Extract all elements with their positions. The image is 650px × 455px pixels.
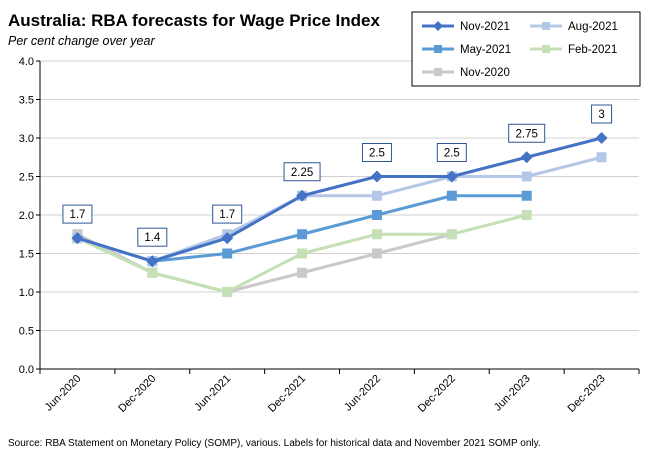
- data-point: [445, 170, 458, 183]
- data-point: [297, 229, 308, 240]
- legend-label: Nov-2021: [460, 21, 510, 33]
- y-tick-label: 4.0: [19, 56, 34, 68]
- data-label-box: [212, 204, 243, 224]
- y-axis-ticks: 0.0 0.5 1.0 1.5 2.0 2.5 3.0 3.5 4.0: [19, 56, 40, 376]
- data-label: 3: [598, 109, 604, 121]
- legend-label: Feb-2021: [568, 44, 617, 56]
- data-point: [371, 210, 382, 220]
- data-label-box: [283, 162, 321, 182]
- data-point: [596, 152, 607, 163]
- data-label-box: [436, 143, 467, 162]
- data-point: [371, 229, 382, 240]
- data-point: [222, 248, 233, 259]
- x-tick-label: Jun-2020: [43, 373, 84, 414]
- data-point: [446, 229, 457, 240]
- data-label: 2.5: [369, 148, 385, 160]
- data-point: [520, 151, 533, 164]
- x-tick-label: Jun-2022: [342, 373, 383, 414]
- legend-swatch-marker: [433, 21, 443, 31]
- source-note: Source: RBA Statement on Monetary Policy…: [8, 438, 541, 449]
- data-point: [521, 210, 532, 220]
- data-label-box: [508, 123, 546, 143]
- data-point: [297, 248, 308, 259]
- data-point: [296, 189, 309, 202]
- data-point: [595, 132, 608, 144]
- data-label: 1.7: [69, 209, 85, 221]
- x-axis-ticks: Jun-2020 Dec-2020 Jun-2021 Dec-2021 Jun-2022…: [39, 369, 640, 415]
- data-point: [221, 232, 234, 245]
- data-point: [521, 171, 532, 182]
- data-point: [146, 255, 159, 268]
- data-label-box: [137, 227, 168, 247]
- data-point: [446, 190, 457, 201]
- legend-swatch-marker: [434, 45, 442, 53]
- data-point: [371, 248, 382, 259]
- legend-label: Nov-2020: [460, 67, 510, 79]
- data-point: [370, 170, 383, 183]
- x-tick-label: Dec-2021: [266, 373, 308, 415]
- data-label-box: [62, 204, 93, 224]
- data-labels: 1.7 1.4 1.7 2.25 2.5 2.5 2.75 3: [62, 104, 613, 247]
- y-tick-label: 0.0: [19, 364, 34, 376]
- data-point: [521, 190, 532, 201]
- chart-title: Australia: RBA forecasts for Wage Price …: [8, 11, 380, 30]
- series-line: [76, 136, 602, 263]
- legend-item-aug-2021: Aug-2021: [530, 21, 618, 33]
- legend-swatch-marker: [542, 22, 550, 30]
- gridlines: [40, 60, 639, 331]
- legend: Nov-2021 Aug-2021 May-2021 Feb-2021 Nov-2020: [411, 11, 641, 87]
- y-tick-label: 0.5: [19, 326, 34, 338]
- data-point: [222, 287, 233, 297]
- legend-item-nov-2021: Nov-2021: [422, 21, 510, 33]
- legend-item-may-2021: May-2021: [422, 44, 511, 56]
- data-point: [371, 190, 382, 201]
- chart-subtitle: Per cent change over year: [8, 34, 155, 48]
- legend-label: Aug-2021: [568, 21, 618, 33]
- x-tick-label: Dec-2020: [116, 373, 158, 415]
- series-nov-2021: [71, 132, 608, 268]
- series-group: [71, 132, 608, 297]
- x-tick-label: Dec-2023: [565, 373, 607, 415]
- y-tick-label: 1.5: [19, 249, 34, 261]
- legend-swatch-marker: [542, 45, 550, 53]
- data-point: [71, 232, 84, 245]
- legend-label: May-2021: [460, 44, 511, 56]
- y-tick-label: 2.0: [19, 210, 34, 222]
- legend-swatch-marker: [434, 68, 442, 76]
- y-tick-label: 2.5: [19, 172, 34, 184]
- data-point: [147, 267, 158, 278]
- y-tick-label: 3.5: [19, 95, 34, 107]
- data-label-box: [591, 104, 613, 124]
- series-feb-2021: [72, 210, 532, 297]
- data-label: 2.5: [444, 148, 460, 160]
- data-label: 2.75: [515, 128, 537, 140]
- legend-item-feb-2021: Feb-2021: [530, 44, 617, 56]
- y-tick-label: 3.0: [19, 133, 34, 145]
- y-tick-label: 1.0: [19, 287, 34, 299]
- data-label: 1.4: [144, 232, 161, 244]
- data-point: [297, 267, 308, 278]
- data-label: 1.7: [219, 209, 235, 221]
- legend-item-nov-2020: Nov-2020: [422, 67, 510, 79]
- x-tick-label: Jun-2021: [192, 373, 233, 414]
- data-label-box: [361, 143, 392, 162]
- x-tick-label: Jun-2023: [492, 373, 533, 414]
- x-tick-label: Dec-2022: [416, 373, 458, 415]
- data-label: 2.25: [291, 167, 313, 179]
